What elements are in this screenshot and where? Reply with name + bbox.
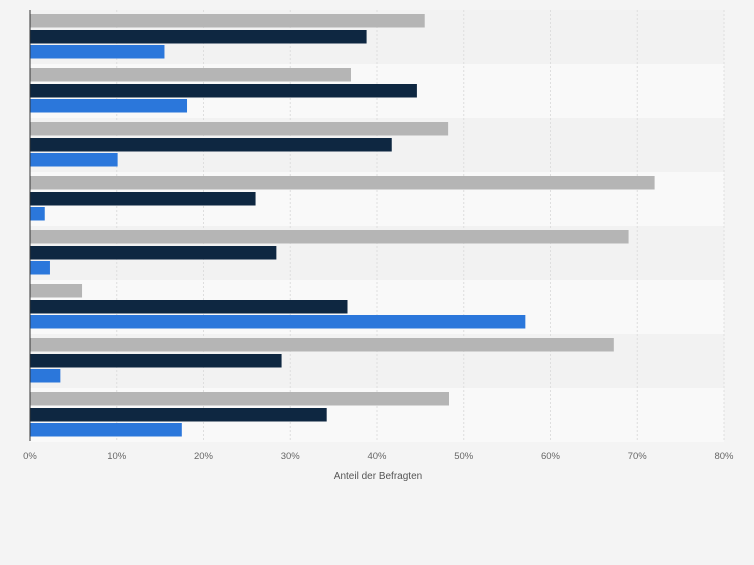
bar xyxy=(30,300,348,314)
x-tick-label: 80% xyxy=(714,451,734,462)
bar xyxy=(30,369,61,383)
bar xyxy=(30,423,182,437)
bar xyxy=(30,176,655,190)
x-tick-label: 40% xyxy=(367,451,387,462)
bar xyxy=(30,30,367,44)
bar xyxy=(30,261,50,275)
x-tick-label: 10% xyxy=(107,451,127,462)
x-tick-label: 70% xyxy=(628,451,648,462)
bar xyxy=(30,153,118,167)
bar xyxy=(30,122,449,136)
x-tick-label: 30% xyxy=(281,451,301,462)
bar xyxy=(30,408,327,422)
bars xyxy=(30,14,655,437)
x-axis-label: Anteil der Befragten xyxy=(334,471,422,482)
bar xyxy=(30,138,392,152)
bar xyxy=(30,68,351,82)
bar xyxy=(30,338,614,352)
bar xyxy=(30,99,188,113)
bar xyxy=(30,230,629,244)
bar xyxy=(30,284,83,298)
bar xyxy=(30,207,45,221)
bar xyxy=(30,392,450,406)
x-tick-label: 20% xyxy=(194,451,214,462)
bar xyxy=(30,315,526,329)
x-tick-label: 60% xyxy=(541,451,561,462)
bar xyxy=(30,45,165,59)
x-tick-label: 0% xyxy=(23,451,37,462)
x-tick-label: 50% xyxy=(454,451,474,462)
bar xyxy=(30,84,417,98)
bar xyxy=(30,246,277,260)
bar xyxy=(30,192,256,206)
bar xyxy=(30,14,425,28)
bar xyxy=(30,354,282,368)
axis: 0% 10% 20% 30% 40% 50% 60% 70% 80% xyxy=(23,10,734,462)
